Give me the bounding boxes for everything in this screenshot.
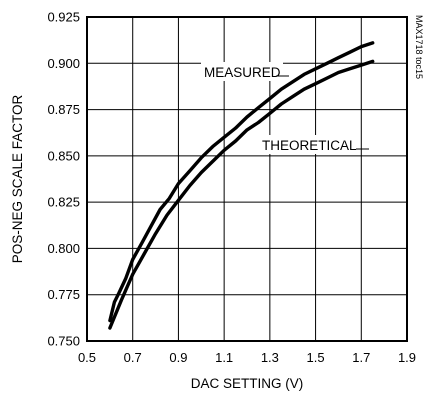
x-tick-label: 0.9 [169,350,187,365]
y-tick-label: 0.900 [47,56,80,71]
y-tick-label: 0.925 [47,10,80,25]
y-tick-label: 0.800 [47,241,80,256]
annotations: MEASURED THEORETICAL [201,62,369,154]
theoretical-label-background [259,135,356,154]
x-tick-label: 0.5 [78,350,96,365]
y-tick-label: 0.775 [47,287,80,302]
measured-label: MEASURED [204,65,281,80]
data-series [108,41,375,330]
measured-label-background [201,62,283,81]
figure-id-tag: MAX1718 toc15 [414,15,424,79]
series-line-measured [108,41,375,323]
x-tick-label: 1.9 [398,350,416,365]
x-tick-label: 1.5 [307,350,325,365]
y-tick-label: 0.825 [47,195,80,210]
series-line-theoretical [108,59,375,330]
x-tick-label: 1.7 [352,350,370,365]
plot-frame [86,16,408,342]
y-tick-labels: 0.750 0.775 0.800 0.825 0.850 0.875 0.900 0.925 [47,10,80,349]
y-axis-title: POS-NEG SCALE FACTOR [10,94,25,263]
x-tick-label: 0.7 [124,350,142,365]
y-tick-label: 0.750 [47,334,80,349]
x-tick-label: 1.3 [261,350,279,365]
x-tick-label: 1.1 [215,350,233,365]
x-tick-labels: 0.5 0.7 0.9 1.1 1.3 1.5 1.7 1.9 [78,350,416,365]
y-tick-label: 0.875 [47,102,80,117]
y-tick-label: 0.850 [47,148,80,163]
theoretical-label: THEORETICAL [262,138,357,153]
x-axis-title: DAC SETTING (V) [191,376,304,391]
